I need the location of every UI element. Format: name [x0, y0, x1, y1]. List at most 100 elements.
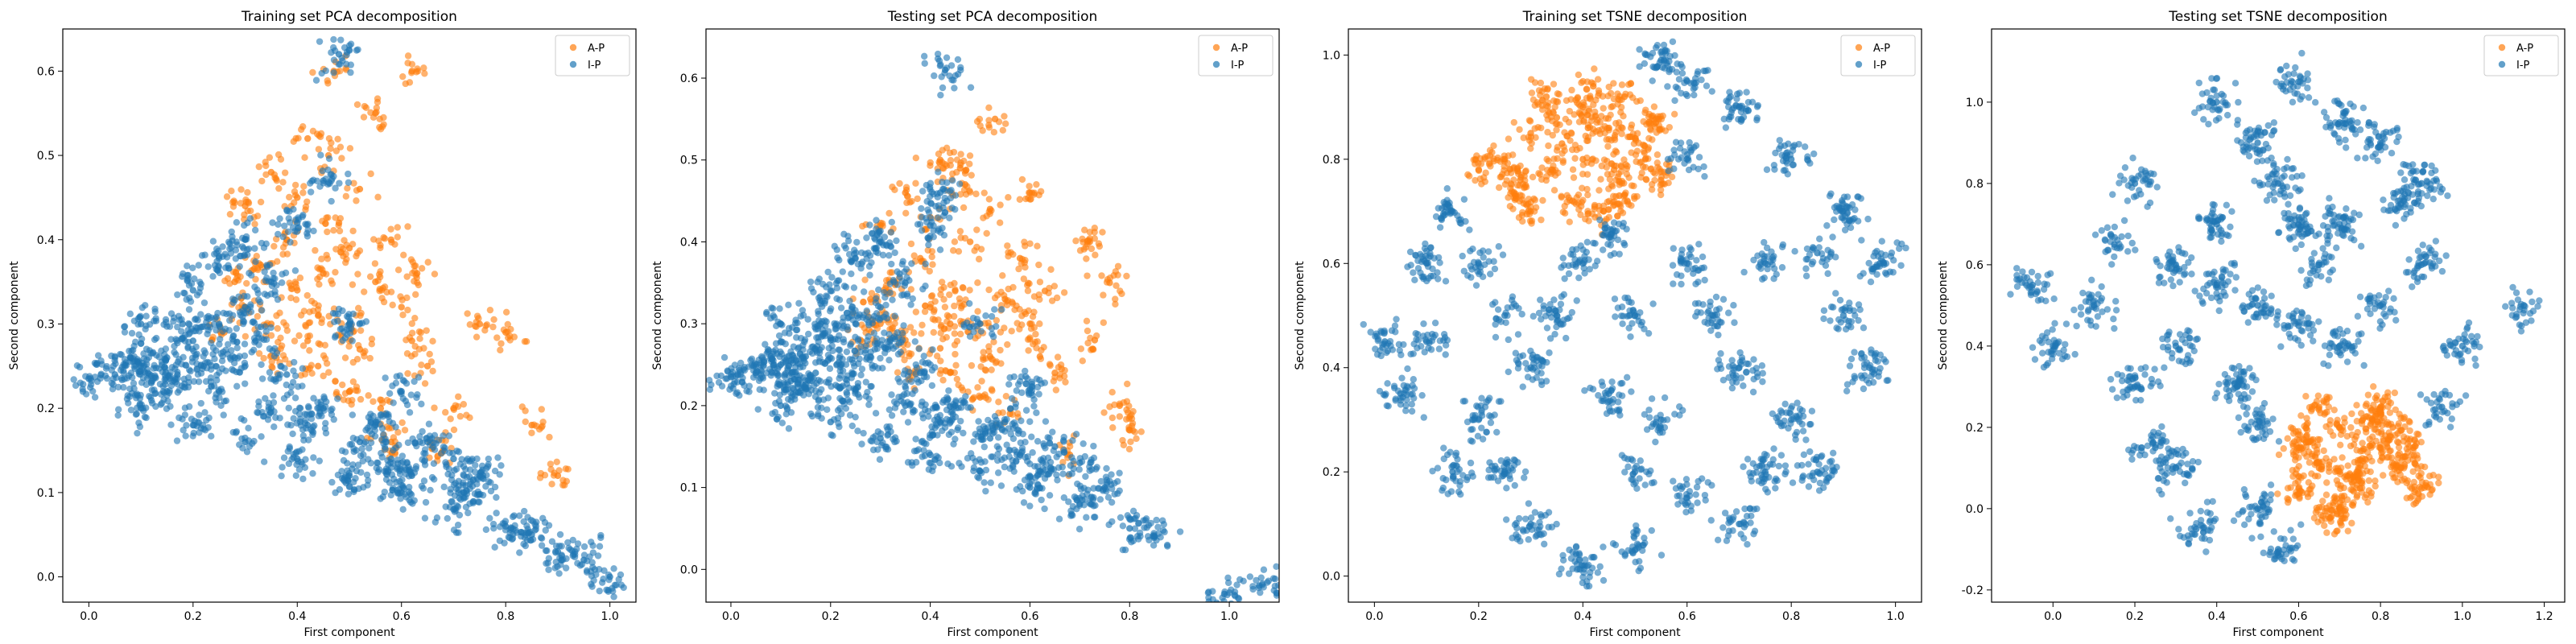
scatter-marker	[371, 260, 379, 267]
scatter-marker	[305, 436, 312, 444]
scatter-marker	[145, 372, 153, 379]
scatter-marker	[1570, 174, 1578, 181]
scatter-marker	[1505, 135, 1513, 142]
scatter-marker	[211, 250, 218, 258]
data-point	[423, 362, 431, 370]
scatter-marker	[1060, 448, 1068, 456]
scatter-marker	[341, 354, 349, 361]
scatter-marker	[273, 349, 281, 357]
scatter-marker	[1080, 485, 1088, 492]
scatter-marker	[980, 443, 989, 451]
scatter-marker	[398, 476, 406, 484]
scatter-marker	[891, 312, 898, 320]
scatter-marker	[1117, 514, 1125, 522]
scatter-marker	[754, 406, 762, 413]
scatter-marker	[342, 258, 349, 266]
legend-marker-A-P	[1212, 43, 1220, 52]
scatter-marker	[937, 91, 944, 99]
scatter-marker	[1096, 485, 1103, 492]
scatter-marker	[213, 390, 220, 398]
scatter-marker	[912, 308, 920, 316]
scatter-marker	[1598, 162, 1605, 170]
scatter-marker	[896, 273, 903, 281]
scatter-marker	[229, 203, 237, 210]
scatter-marker	[807, 278, 815, 286]
scatter-marker	[485, 455, 493, 463]
scatter-marker	[404, 439, 412, 447]
scatter-marker	[928, 253, 935, 261]
scatter-marker	[354, 461, 362, 469]
scatter-marker	[545, 522, 553, 529]
scatter-marker	[1597, 175, 1604, 183]
scatter-marker	[1858, 237, 1865, 244]
scatter-marker	[1628, 182, 1636, 189]
scatter-marker	[1009, 411, 1017, 419]
scatter-marker	[346, 145, 354, 152]
scatter-marker	[949, 415, 956, 423]
x-tick-label: 0.4	[288, 610, 306, 623]
scatter-marker	[261, 291, 269, 298]
scatter-marker	[431, 404, 438, 411]
scatter-marker	[493, 493, 500, 502]
scatter-marker	[281, 169, 289, 176]
scatter-marker	[489, 520, 497, 528]
scatter-marker	[228, 228, 235, 236]
scatter-marker	[135, 331, 142, 338]
scatter-marker	[1615, 170, 1622, 178]
scatter-marker	[531, 521, 539, 528]
scatter-marker	[858, 440, 865, 448]
scatter-marker	[1536, 91, 1544, 99]
scatter-marker	[229, 237, 236, 245]
scatter-marker	[269, 219, 276, 226]
scatter-marker	[286, 219, 294, 226]
scatter-marker	[355, 341, 362, 349]
scatter-marker	[1500, 155, 1507, 163]
scatter-marker	[931, 404, 939, 411]
scatter-marker	[1042, 418, 1050, 425]
scatter-marker	[184, 345, 192, 352]
scatter-marker	[1554, 155, 1561, 163]
scatter-marker	[1034, 338, 1041, 345]
scatter-marker	[357, 395, 365, 403]
scatter-marker	[846, 297, 853, 305]
scatter-marker	[1546, 300, 1554, 308]
scatter-marker	[456, 511, 464, 519]
scatter-marker	[784, 395, 792, 403]
scatter-marker	[130, 380, 138, 387]
scatter-marker	[1421, 349, 1428, 356]
scatter-marker	[358, 320, 366, 327]
scatter-marker	[1030, 293, 1038, 300]
scatter-marker	[332, 310, 339, 317]
scatter-marker	[1018, 448, 1026, 456]
scatter-marker	[877, 341, 885, 349]
scatter-marker	[1084, 237, 1092, 245]
scatter-marker	[117, 350, 124, 358]
scatter-marker	[1675, 76, 1683, 83]
scatter-marker	[976, 392, 983, 400]
scatter-marker	[394, 428, 402, 436]
scatter-marker	[1114, 490, 1121, 497]
scatter-marker	[790, 368, 797, 376]
scatter-marker	[460, 494, 468, 502]
scatter-marker	[190, 347, 197, 355]
scatter-marker	[387, 225, 394, 233]
scatter-marker	[931, 316, 939, 324]
scatter-marker	[928, 291, 936, 299]
scatter-marker	[411, 262, 419, 270]
scatter-marker	[1475, 167, 1483, 175]
scatter-marker	[136, 313, 143, 321]
legend-marker-I-P	[1212, 60, 1220, 68]
scatter-marker	[316, 38, 324, 45]
scatter-marker	[1233, 581, 1241, 588]
scatter-marker	[411, 497, 418, 504]
scatter-marker	[937, 229, 944, 236]
scatter-marker	[1008, 328, 1015, 335]
scatter-marker	[1643, 176, 1650, 184]
scatter-marker	[341, 328, 348, 336]
scatter-marker	[283, 327, 291, 334]
scatter-marker	[898, 329, 906, 337]
scatter-marker	[369, 398, 377, 405]
scatter-marker	[1013, 485, 1020, 493]
scatter-marker	[291, 358, 298, 366]
scatter-marker	[1005, 194, 1012, 201]
